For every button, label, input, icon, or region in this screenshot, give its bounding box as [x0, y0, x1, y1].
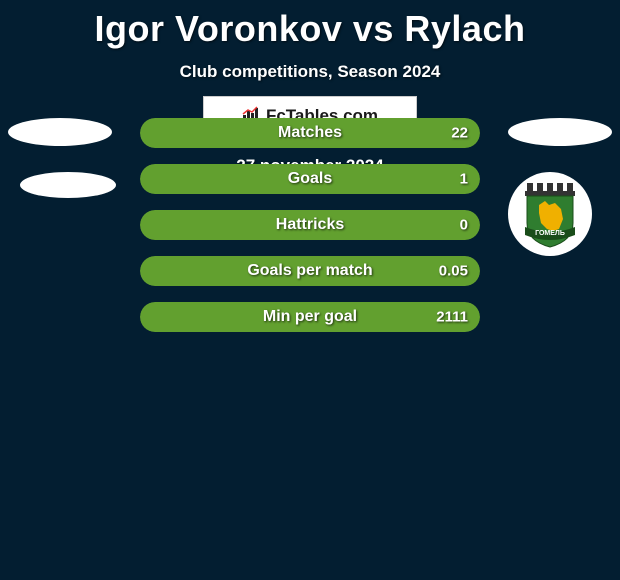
bar-right-value: 1 [460, 171, 468, 188]
stat-bar-goals: Goals 1 [140, 164, 480, 194]
bar-right-value: 0.05 [439, 263, 468, 280]
stat-bar-min-per-goal: Min per goal 2111 [140, 302, 480, 332]
bar-label: Matches [278, 124, 342, 142]
bar-label: Hattricks [276, 216, 344, 234]
bar-label: Min per goal [263, 308, 357, 326]
stat-bar-hattricks: Hattricks 0 [140, 210, 480, 240]
bar-label: Goals per match [247, 262, 372, 280]
stat-bar-matches: Matches 22 [140, 118, 480, 148]
bar-label: Goals [288, 170, 332, 188]
bar-right-value: 0 [460, 217, 468, 234]
page-title: Igor Voronkov vs Rylach [0, 0, 620, 50]
page-subtitle: Club competitions, Season 2024 [0, 62, 620, 82]
comparison-chart: Matches 22 Goals 1 Hattricks 0 Goals per match… [0, 118, 620, 348]
bar-right-value: 22 [451, 125, 468, 142]
stat-bar-goals-per-match: Goals per match 0.05 [140, 256, 480, 286]
bar-right-value: 2111 [436, 309, 468, 326]
